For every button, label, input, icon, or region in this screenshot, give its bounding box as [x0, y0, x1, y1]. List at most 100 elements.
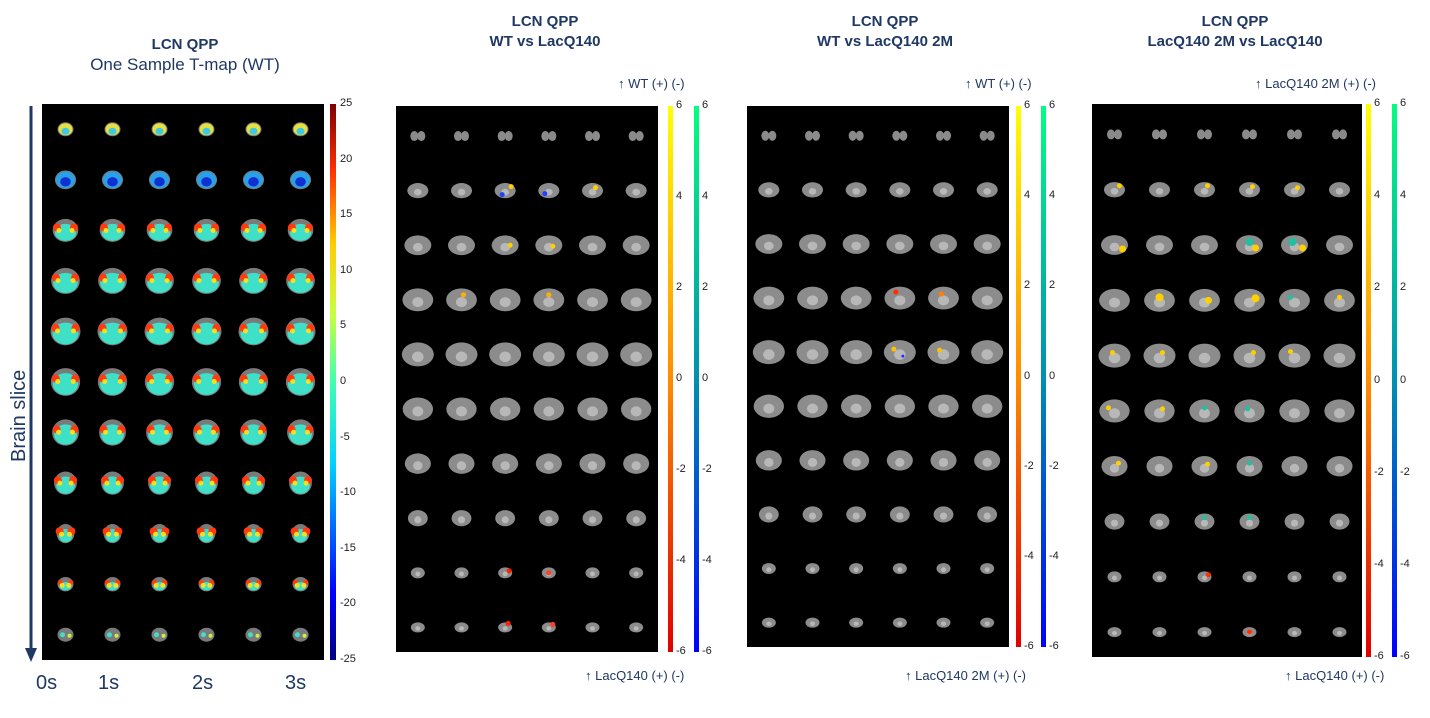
panel4-slice-core — [1109, 242, 1120, 252]
tmap-activation — [66, 582, 72, 588]
panel4-colorbar-pos-tick-6: -6 — [1374, 650, 1384, 662]
panel2-slice — [541, 131, 550, 142]
panel3-slice-core — [850, 349, 862, 360]
panel4-slice — [1339, 129, 1347, 140]
tmap-activation — [163, 429, 169, 435]
tmap-activation — [248, 632, 253, 638]
panel2-slice-core — [502, 571, 508, 577]
tmap-activation — [305, 328, 311, 334]
panel3-slice-core — [808, 512, 817, 520]
tmap-activation — [258, 328, 264, 334]
panel2-slice-core — [587, 406, 598, 417]
panel4-slice — [1249, 129, 1257, 140]
panel3-slice-core — [894, 403, 906, 414]
tmap-activation — [59, 582, 65, 588]
panel3-slice-core — [853, 621, 859, 626]
tmap-activation — [162, 480, 168, 486]
tmap-activation — [200, 531, 206, 537]
panel4-activation — [1117, 183, 1122, 189]
tmap-activation — [154, 177, 165, 187]
panel2-slice-core — [587, 461, 598, 471]
tmap-activation — [70, 328, 76, 334]
panel4-slice-core — [1288, 352, 1301, 364]
panel3-title: LCN QPP WT vs LacQ140 2M — [770, 12, 1000, 52]
panel4-colorbar-neg-tick-6: -6 — [1400, 650, 1410, 662]
tmap-activation — [151, 480, 157, 486]
panel4-activation — [1205, 461, 1210, 467]
tmap-activation — [244, 429, 250, 435]
panel4-slice-core — [1153, 352, 1166, 364]
tmap-activation — [303, 480, 309, 486]
tmap-activation — [296, 127, 305, 135]
panel4-activation — [1251, 294, 1260, 303]
panel2-slice-core — [632, 188, 640, 196]
panel2-slice-core — [456, 461, 467, 471]
panel3-slice — [892, 130, 901, 141]
panel4-slice — [1107, 129, 1115, 140]
tmap-activation — [197, 227, 203, 233]
time-label-0: 0s — [36, 672, 58, 694]
tmap-activation — [160, 531, 166, 537]
panel2-activation — [507, 242, 513, 248]
panel4-slice — [1114, 129, 1122, 140]
panel4-title-line1: LCN QPP — [1201, 13, 1269, 30]
tmap-activation — [113, 531, 119, 537]
panel4-slice-core — [1155, 187, 1164, 195]
panel1-colorbar-tick-4: 5 — [340, 319, 347, 332]
tmap-activation — [155, 127, 164, 135]
panel3-slice-core — [984, 621, 990, 626]
tmap-activation — [161, 633, 166, 638]
panel2-slice-core — [588, 516, 597, 524]
tmap-activation — [291, 227, 297, 233]
tmap-activation — [113, 582, 119, 588]
tmap-slice — [104, 627, 121, 642]
panel4-activation — [1245, 406, 1250, 412]
panel4-slice-core — [1156, 575, 1163, 581]
panel4-slice-core — [1336, 575, 1343, 581]
panel3-activation — [901, 354, 905, 358]
panel2-slice-core — [456, 242, 467, 252]
panel2-colorbar-pos-tick-1: 4 — [676, 190, 683, 202]
panel4-slice-core — [1201, 630, 1208, 636]
tmap-activation — [55, 278, 61, 284]
tmap-activation — [150, 429, 156, 435]
panel4-colorbar-neg-tick-3: 0 — [1400, 373, 1407, 386]
panel4-title: LCN QPP LacQ140 2M vs LacQ140 — [1120, 12, 1350, 52]
panel2-activation — [550, 621, 556, 627]
tmap-activation — [200, 582, 206, 588]
tmap-activation — [258, 379, 264, 385]
panel3-slice-core — [807, 241, 818, 251]
tmap-activation — [290, 328, 296, 334]
tmap-slice — [151, 627, 168, 642]
tmap-activation — [67, 633, 72, 638]
panel2-colorbar-pos-tick-3: 0 — [676, 372, 683, 384]
tmap-activation — [68, 480, 74, 486]
panel2-colorbar-pos-tick-5: -4 — [676, 554, 686, 566]
tmap-activation — [196, 328, 202, 334]
panel4-slice-core — [1336, 630, 1343, 636]
panel4-colorbar-pos-tick-2: 2 — [1374, 281, 1381, 294]
panel4-slice-core — [1109, 408, 1120, 419]
panel4-activation — [1247, 629, 1252, 635]
tmap-activation — [69, 227, 75, 233]
tmap-activation — [103, 429, 109, 435]
panel3-slice-core — [806, 295, 819, 306]
panel3-slice-core — [894, 241, 905, 251]
panel4-slice-core — [1289, 408, 1300, 419]
panel3-slice-core — [983, 188, 991, 195]
panel2-title: LCN QPP WT vs LacQ140 — [430, 12, 660, 52]
panel4-slice-core — [1154, 463, 1165, 473]
panel2-slice-core — [543, 351, 555, 363]
tmap-activation — [160, 582, 166, 588]
panel3-title-line1: LCN QPP — [851, 13, 919, 30]
panel3-slice-core — [764, 457, 774, 467]
tmap-activation — [301, 531, 307, 537]
panel2-slice-core — [545, 516, 553, 524]
panel2-activation — [508, 184, 514, 190]
tmap-activation — [207, 582, 213, 588]
panel4-slice — [1294, 129, 1302, 140]
panel2-slice-core — [499, 351, 511, 363]
panel2-slice — [635, 131, 644, 142]
panel4-slice-core — [1291, 575, 1298, 581]
panel2-slice-core — [502, 626, 508, 631]
